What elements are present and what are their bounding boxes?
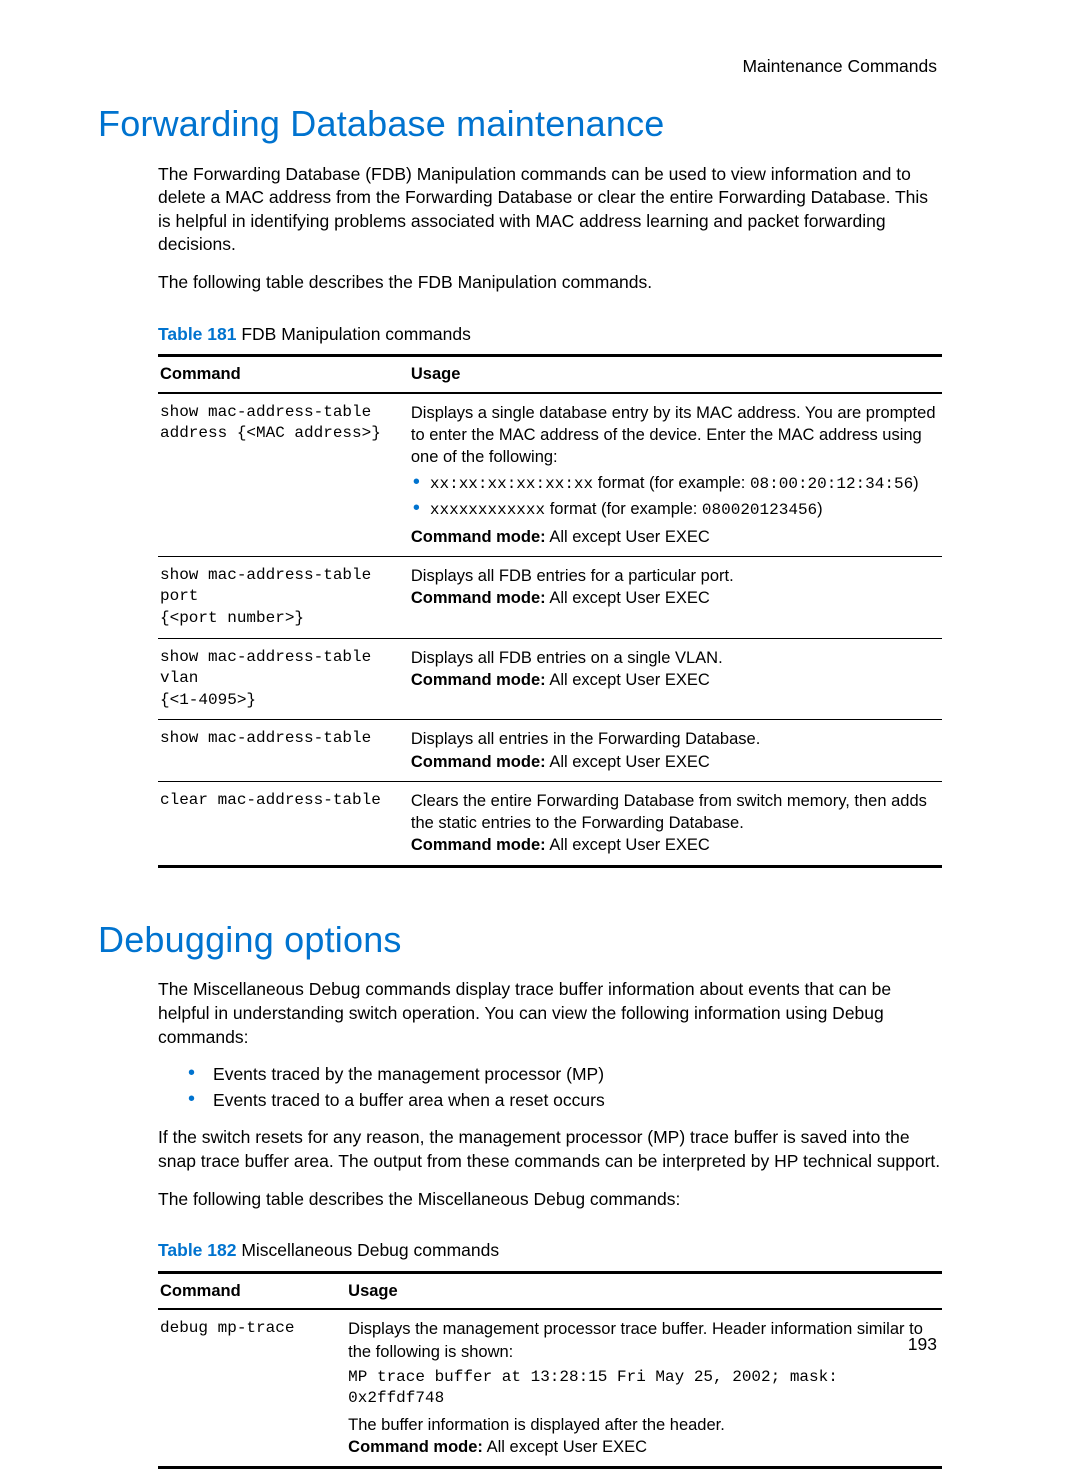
command-mode-label: Command mode: bbox=[411, 753, 546, 771]
list-item: • Events traced to a buffer area when a … bbox=[158, 1089, 942, 1113]
command-mode-value: All except User EXEC bbox=[546, 753, 710, 771]
list-item: • xx:xx:xx:xx:xx:xx format (for example:… bbox=[411, 472, 936, 496]
usage-text: The buffer information is displayed afte… bbox=[348, 1414, 936, 1436]
code-text: xx:xx:xx:xx:xx:xx bbox=[430, 475, 593, 493]
table-row: show mac-address-table port {<port numbe… bbox=[158, 556, 942, 638]
column-header-usage: Usage bbox=[346, 1272, 942, 1309]
command-mode-label: Command mode: bbox=[411, 528, 546, 546]
list-item: • Events traced by the management proces… bbox=[158, 1063, 942, 1087]
command-text: {<1-4095>} bbox=[160, 690, 403, 712]
usage-text: ) bbox=[817, 500, 823, 518]
fdb-commands-table: Command Usage show mac-address-table add… bbox=[158, 354, 942, 867]
usage-text: Displays a single database entry by its … bbox=[411, 402, 936, 469]
usage-text: Displays all entries in the Forwarding D… bbox=[411, 728, 936, 750]
command-mode-value: All except User EXEC bbox=[546, 836, 710, 854]
command-text: {<port number>} bbox=[160, 608, 403, 630]
command-mode-label: Command mode: bbox=[411, 671, 546, 689]
command-mode-label: Command mode: bbox=[348, 1438, 483, 1456]
command-mode-label: Command mode: bbox=[411, 836, 546, 854]
usage-text: Clears the entire Forwarding Database fr… bbox=[411, 790, 936, 835]
command-mode-label: Command mode: bbox=[411, 589, 546, 607]
command-text: show mac-address-table port bbox=[160, 565, 403, 608]
section-title-debug: Debugging options bbox=[98, 916, 982, 965]
bullet-icon: • bbox=[188, 1089, 195, 1113]
paragraph: The following table describes the Miscel… bbox=[158, 1188, 942, 1212]
table-row: show mac-address-table vlan {<1-4095>} D… bbox=[158, 638, 942, 720]
table-row: show mac-address-table Displays all entr… bbox=[158, 720, 942, 782]
paragraph: If the switch resets for any reason, the… bbox=[158, 1126, 942, 1173]
usage-text: Displays all FDB entries for a particula… bbox=[411, 565, 936, 587]
table-row: clear mac-address-table Clears the entir… bbox=[158, 781, 942, 866]
table-number: Table 182 bbox=[158, 1240, 236, 1260]
command-mode-value: All except User EXEC bbox=[546, 589, 710, 607]
bullet-icon: • bbox=[413, 472, 420, 496]
command-text: show mac-address-table bbox=[160, 402, 403, 424]
command-text: debug mp-trace bbox=[160, 1318, 340, 1340]
column-header-command: Command bbox=[158, 356, 409, 393]
section-title-fdb: Forwarding Database maintenance bbox=[98, 100, 982, 149]
paragraph: The Forwarding Database (FDB) Manipulati… bbox=[158, 163, 942, 258]
column-header-usage: Usage bbox=[409, 356, 942, 393]
table-row: show mac-address-table address {<MAC add… bbox=[158, 393, 942, 557]
paragraph: The Miscellaneous Debug commands display… bbox=[158, 978, 942, 1049]
debug-commands-table: Command Usage debug mp-trace Displays th… bbox=[158, 1271, 942, 1469]
table-caption: Table 182 Miscellaneous Debug commands bbox=[158, 1239, 982, 1263]
table-number: Table 181 bbox=[158, 324, 236, 344]
list-item: • xxxxxxxxxxxx format (for example: 0800… bbox=[411, 498, 936, 522]
list-item-text: Events traced to a buffer area when a re… bbox=[213, 1089, 942, 1113]
code-text: xxxxxxxxxxxx bbox=[430, 501, 545, 519]
usage-text: Displays all FDB entries on a single VLA… bbox=[411, 647, 936, 669]
command-mode-value: All except User EXEC bbox=[546, 671, 710, 689]
table-row: debug mp-trace Displays the management p… bbox=[158, 1309, 942, 1468]
command-mode-value: All except User EXEC bbox=[546, 528, 710, 546]
column-header-command: Command bbox=[158, 1272, 346, 1309]
bullet-icon: • bbox=[188, 1063, 195, 1087]
command-text: address {<MAC address>} bbox=[160, 423, 403, 445]
code-text: 08:00:20:12:34:56 bbox=[750, 475, 913, 493]
paragraph: The following table describes the FDB Ma… bbox=[158, 271, 942, 295]
usage-text: ) bbox=[913, 474, 919, 492]
usage-text: format (for example: bbox=[545, 500, 702, 518]
table-caption-text: FDB Manipulation commands bbox=[236, 324, 470, 344]
command-text: clear mac-address-table bbox=[160, 790, 403, 812]
code-text: MP trace buffer at 13:28:15 Fri May 25, … bbox=[348, 1367, 936, 1410]
table-caption: Table 181 FDB Manipulation commands bbox=[158, 323, 982, 347]
table-caption-text: Miscellaneous Debug commands bbox=[236, 1240, 499, 1260]
command-mode-value: All except User EXEC bbox=[483, 1438, 647, 1456]
command-text: show mac-address-table bbox=[160, 728, 403, 750]
page-number: 193 bbox=[908, 1333, 937, 1357]
command-text: show mac-address-table vlan bbox=[160, 647, 403, 690]
usage-text: format (for example: bbox=[593, 474, 750, 492]
bullet-icon: • bbox=[413, 498, 420, 522]
page-header-right: Maintenance Commands bbox=[742, 55, 937, 79]
usage-text: Displays the management processor trace … bbox=[348, 1318, 936, 1363]
list-item-text: Events traced by the management processo… bbox=[213, 1063, 942, 1087]
code-text: 080020123456 bbox=[702, 501, 817, 519]
